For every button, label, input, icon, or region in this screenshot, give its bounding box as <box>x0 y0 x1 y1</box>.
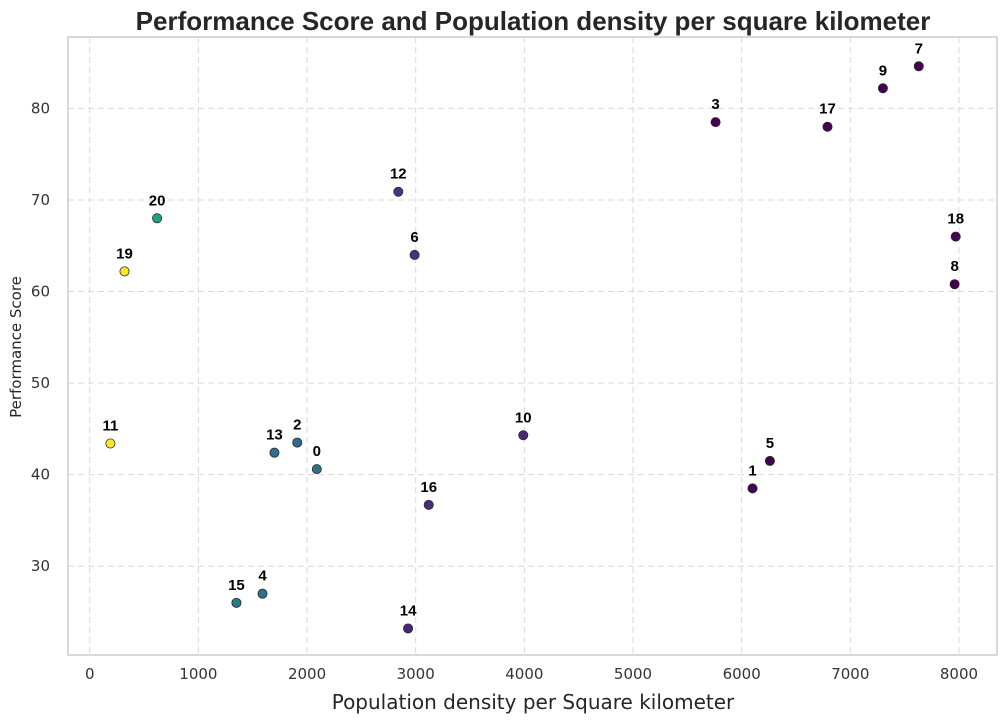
y-tick-label: 50 <box>31 374 50 392</box>
data-label: 18 <box>947 211 964 228</box>
data-point <box>949 279 960 290</box>
chart-title: Performance Score and Population density… <box>136 6 931 36</box>
x-axis-label: Population density per Square kilometer <box>332 690 735 714</box>
data-point <box>913 61 924 72</box>
y-tick-label: 60 <box>31 283 50 301</box>
data-label: 19 <box>116 245 133 262</box>
data-label: 0 <box>313 443 321 460</box>
data-label: 3 <box>711 96 719 113</box>
x-tick-label: 8000 <box>940 665 978 683</box>
data-label: 4 <box>258 568 267 585</box>
x-tick-label: 7000 <box>831 665 869 683</box>
data-label: 2 <box>293 417 301 434</box>
data-point <box>747 483 758 494</box>
x-tick-label: 6000 <box>723 665 761 683</box>
x-tick-label: 3000 <box>397 665 435 683</box>
x-tick-label: 0 <box>85 665 95 683</box>
data-point <box>231 597 242 608</box>
data-label: 13 <box>266 427 283 444</box>
data-label: 8 <box>950 258 958 275</box>
data-label: 11 <box>102 418 118 435</box>
x-tick-label: 1000 <box>179 665 217 683</box>
data-label: 10 <box>515 409 532 426</box>
x-axis-ticks: 0 1000 2000 3000 4000 5000 6000 7000 8000 <box>85 665 978 683</box>
grid <box>68 37 997 655</box>
y-axis-ticks: 30 40 50 60 70 80 <box>31 99 50 575</box>
data-label: 20 <box>149 192 166 209</box>
y-axis-label: Performance Score <box>7 276 25 418</box>
data-points <box>105 61 961 634</box>
data-point <box>822 121 833 132</box>
y-tick-label: 30 <box>31 557 50 575</box>
data-point <box>423 499 434 510</box>
data-point <box>119 266 130 277</box>
data-point <box>764 455 775 466</box>
data-label: 6 <box>410 229 418 246</box>
data-point <box>257 588 268 599</box>
data-point <box>409 249 420 260</box>
data-label: 14 <box>400 602 417 619</box>
data-label: 1 <box>748 462 756 479</box>
x-tick-label: 5000 <box>614 665 652 683</box>
data-label: 9 <box>879 62 887 79</box>
data-point <box>403 623 414 634</box>
data-point <box>292 437 303 448</box>
data-point <box>950 231 961 242</box>
data-point <box>152 213 163 224</box>
data-label: 16 <box>420 479 437 496</box>
y-tick-label: 80 <box>31 99 50 117</box>
data-label: 7 <box>915 40 923 57</box>
x-tick-label: 4000 <box>505 665 543 683</box>
data-label: 17 <box>819 101 836 118</box>
data-point <box>393 186 404 197</box>
data-label: 5 <box>766 435 774 452</box>
x-tick-label: 2000 <box>288 665 326 683</box>
y-tick-label: 40 <box>31 466 50 484</box>
y-tick-label: 70 <box>31 191 50 209</box>
data-label: 12 <box>390 166 407 183</box>
data-point <box>269 447 280 458</box>
data-point <box>105 438 116 449</box>
data-point <box>518 430 529 441</box>
data-label: 15 <box>228 577 245 594</box>
data-point <box>311 464 322 475</box>
data-point <box>710 117 721 128</box>
data-point <box>877 83 888 94</box>
plot-frame <box>67 36 998 656</box>
